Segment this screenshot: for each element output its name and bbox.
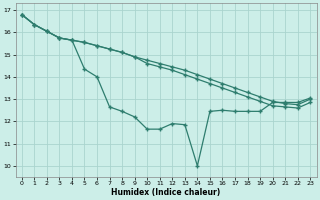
X-axis label: Humidex (Indice chaleur): Humidex (Indice chaleur)	[111, 188, 221, 197]
